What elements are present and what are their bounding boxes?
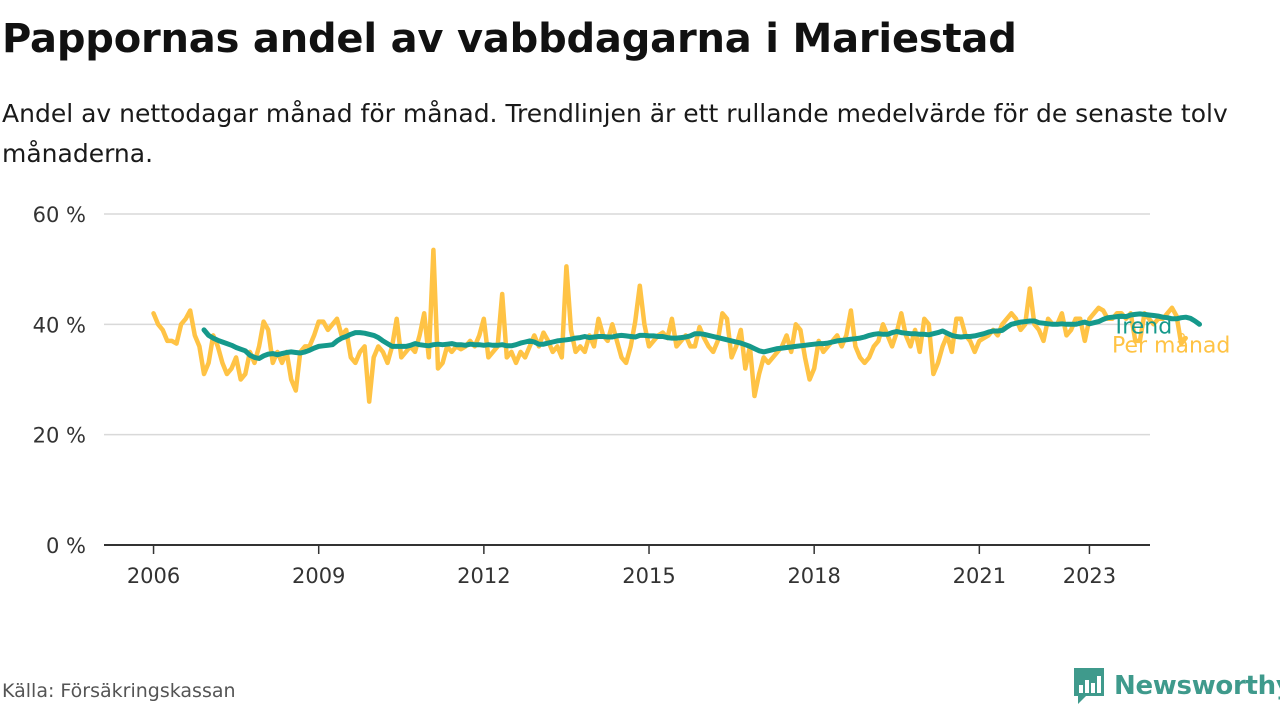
series-label-monthly: Per månad bbox=[1112, 332, 1230, 358]
x-tick-label: 2023 bbox=[1063, 564, 1116, 588]
y-axis-ticks: 0 % 20 % 40 % 60 % bbox=[33, 203, 86, 558]
series-line-monthly bbox=[151, 247, 1188, 404]
series-lines bbox=[151, 247, 1202, 404]
x-tick-label: 2015 bbox=[622, 564, 675, 588]
y-tick-label: 0 % bbox=[46, 534, 86, 558]
line-chart: 0 % 20 % 40 % 60 % 2006 2009 2012 2015 2018 2021… bbox=[33, 203, 1231, 588]
brand-logo: Newsworthy bbox=[1072, 664, 1280, 708]
source-note: Källa: Försäkringskassan bbox=[2, 680, 236, 702]
bar-chart-icon bbox=[1074, 668, 1104, 704]
y-tick-label: 40 % bbox=[33, 313, 86, 337]
y-tick-label: 60 % bbox=[33, 203, 86, 227]
chart-subtitle: Andel av nettodagar månad för månad. Tre… bbox=[2, 99, 1228, 168]
brand-name: Newsworthy bbox=[1114, 671, 1280, 701]
series-line-trend bbox=[201, 311, 1202, 361]
grid-lines bbox=[104, 213, 1150, 436]
y-tick-label: 20 % bbox=[33, 424, 86, 448]
x-tick-label: 2012 bbox=[457, 564, 510, 588]
x-tick-label: 2018 bbox=[787, 564, 840, 588]
series-label-trend: Trend bbox=[1111, 314, 1172, 339]
x-axis: 2006 2009 2012 2015 2018 2021 2023 bbox=[104, 544, 1150, 588]
chart-title: Pappornas andel av vabbdagarna i Mariest… bbox=[2, 16, 1017, 62]
x-tick-label: 2009 bbox=[292, 564, 345, 588]
x-tick-label: 2021 bbox=[953, 564, 1006, 588]
x-tick-label: 2006 bbox=[127, 564, 180, 588]
